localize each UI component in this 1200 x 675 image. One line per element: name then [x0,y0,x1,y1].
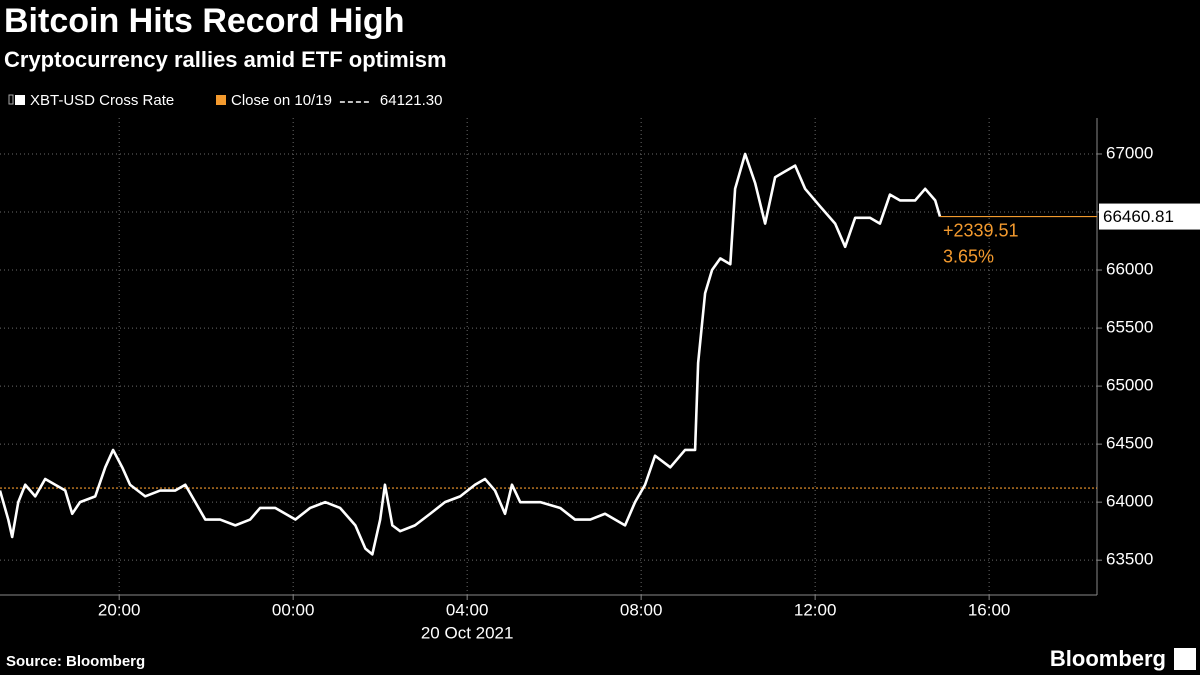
source: Source: Bloomberg [6,653,145,670]
last-value-label: 66460.81 [1103,207,1174,226]
legend-label: Close on 10/19 [231,92,332,109]
y-tick-label: 65500 [1106,318,1153,337]
x-tick-label: 12:00 [794,600,837,619]
chart-subtitle: Cryptocurrency rallies amid ETF optimism [4,47,447,72]
legend-icon [8,94,14,105]
x-tick-label: 08:00 [620,600,663,619]
y-tick-label: 67000 [1106,143,1153,162]
x-sublabel: 20 Oct 2021 [421,623,514,642]
annotation: +2339.51 [943,220,1019,240]
y-tick-label: 65000 [1106,376,1153,395]
y-tick-label: 64000 [1106,492,1153,511]
x-tick-label: 00:00 [272,600,315,619]
legend-label: XBT-USD Cross Rate [30,92,174,109]
chart-title: Bitcoin Hits Record High [4,2,404,40]
brand-icon [1174,648,1196,670]
annotation: 3.65% [943,246,994,266]
last-value-box [1099,203,1200,230]
x-tick-label: 04:00 [446,600,489,619]
price-line [0,152,942,556]
y-tick-label: 66000 [1106,260,1153,279]
y-tick-label: 63500 [1106,550,1153,569]
legend-swatch [15,95,25,105]
brand-logo: Bloomberg [1050,646,1166,671]
legend-value: 64121.30 [380,92,443,109]
x-tick-label: 16:00 [968,600,1011,619]
y-tick-label: 64500 [1106,434,1153,453]
legend-swatch [216,95,226,105]
x-tick-label: 20:00 [98,600,141,619]
